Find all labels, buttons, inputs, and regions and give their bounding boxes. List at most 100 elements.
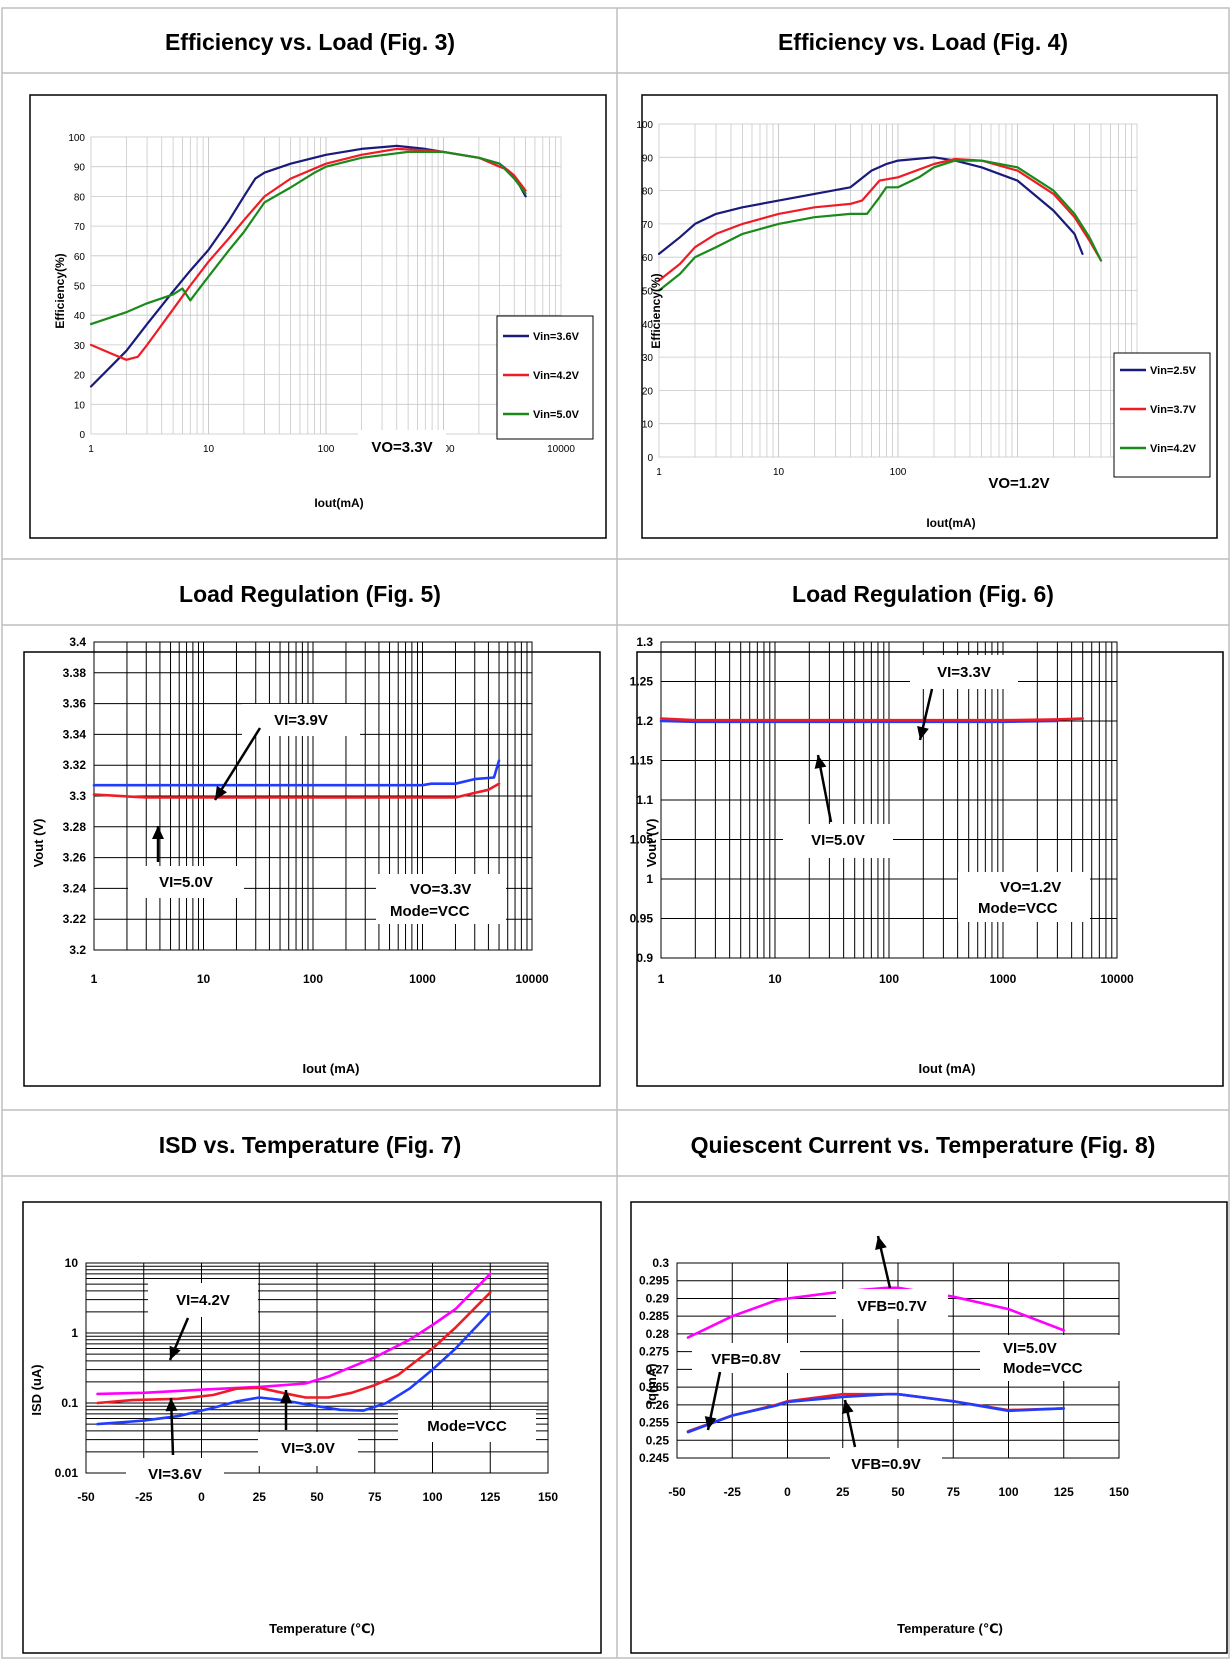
series-line-1 — [659, 719, 1059, 724]
y-tick-label: 0.245 — [639, 1451, 669, 1465]
x-tick-label: 100 — [318, 444, 335, 455]
x-tick-label: 1000 — [409, 972, 436, 986]
arrowhead — [841, 1400, 854, 1414]
fig7-title: ISD vs. Temperature (Fig. 7) — [159, 1132, 461, 1158]
label-box — [128, 866, 244, 898]
series-line-2 — [659, 717, 1084, 722]
x-tick-label: 1000 — [990, 972, 1017, 986]
legend-entry: Vin=4.2V — [533, 370, 580, 382]
chart-annotation: VO=1.2V — [1000, 879, 1061, 896]
x-tick-label: 1 — [658, 972, 665, 986]
label-box — [398, 1410, 536, 1442]
y-tick-label: 50 — [74, 282, 86, 293]
y-tick-label: 10 — [642, 420, 654, 431]
y-tick-label: 60 — [74, 252, 86, 263]
y-tick-label: 70 — [642, 220, 654, 231]
series-line-2 — [92, 782, 501, 799]
chart-annotation: VI=5.0V — [159, 874, 213, 891]
y-tick-label: 3.36 — [63, 697, 87, 711]
y-tick-label: 0.95 — [630, 912, 654, 926]
x-tick-label: 100 — [890, 467, 907, 478]
fig4-legend — [1113, 352, 1211, 478]
x-tick-label: 0 — [198, 1490, 205, 1504]
label-box — [148, 1283, 258, 1317]
chart-annotation: VI=5.0V — [1003, 1340, 1057, 1357]
x-tick-label: 50 — [310, 1490, 324, 1504]
label-box — [242, 704, 360, 736]
fig4-ylabel: Efficiency(%) — [649, 273, 663, 348]
y-tick-label: 3.24 — [63, 881, 87, 895]
series-line-1 — [92, 759, 501, 787]
y-tick-label: 40 — [74, 311, 86, 322]
series-line-3 — [686, 1392, 1066, 1434]
chart-annotation: Mode=VCC — [390, 903, 470, 920]
y-tick-label: 0.27 — [646, 1362, 670, 1376]
y-tick-label: 3.3 — [69, 789, 86, 803]
fig6-ylabel: Vout (V) — [644, 819, 659, 868]
series-line-3 — [657, 159, 1103, 292]
legend-entry: Vin=3.7V — [1150, 404, 1197, 416]
x-tick-label: -50 — [77, 1490, 95, 1504]
arrowhead — [215, 785, 227, 800]
x-tick-label: -25 — [724, 1485, 742, 1499]
legend-entry: Vin=2.5V — [1150, 365, 1197, 377]
y-tick-label: 30 — [74, 341, 86, 352]
y-tick-label: 1 — [71, 1326, 78, 1340]
y-tick-label: 0.26 — [646, 1398, 670, 1412]
x-tick-label: 25 — [836, 1485, 850, 1499]
arrowhead — [917, 726, 929, 740]
x-tick-label: 10000 — [1100, 972, 1134, 986]
y-tick-label: 1.15 — [630, 754, 654, 768]
y-tick-label: 0.28 — [646, 1327, 670, 1341]
y-tick-label: 0.1 — [61, 1396, 78, 1410]
y-tick-label: 3.34 — [63, 727, 87, 741]
x-tick-label: 0 — [784, 1485, 791, 1499]
y-tick-label: 30 — [642, 353, 654, 364]
chart-annotation: VI=3.9V — [274, 712, 328, 729]
arrowhead — [165, 1398, 178, 1412]
y-tick-label: 0.295 — [639, 1274, 669, 1288]
label-box — [376, 874, 506, 900]
y-tick-label: 60 — [642, 253, 654, 264]
y-tick-label: 40 — [642, 320, 654, 331]
y-tick-label: 90 — [642, 153, 654, 164]
arrowhead — [814, 755, 827, 769]
fig5-ylabel: Vout (V) — [31, 819, 46, 868]
label-box — [692, 1343, 800, 1373]
chart-annotation: VI=5.0V — [811, 832, 865, 849]
y-tick-label: 0.3 — [652, 1256, 669, 1270]
chart-annotation: VI=3.3V — [937, 664, 991, 681]
y-tick-label: 1.1 — [636, 793, 653, 807]
arrowhead — [875, 1236, 887, 1250]
label-box — [783, 824, 893, 858]
y-tick-label: 0.255 — [639, 1416, 669, 1430]
x-tick-label: 10000 — [547, 444, 575, 455]
y-tick-label: 80 — [74, 192, 86, 203]
chart-annotation: VFB=0.7V — [857, 1298, 927, 1315]
x-tick-label: 150 — [1109, 1485, 1129, 1499]
y-tick-label: 100 — [636, 120, 653, 131]
x-tick-label: 10000 — [515, 972, 549, 986]
y-tick-label: 50 — [642, 287, 654, 298]
label-box — [126, 1458, 224, 1492]
x-tick-label: 100 — [303, 972, 323, 986]
x-tick-label: 50 — [891, 1485, 905, 1499]
legend-entry: Vin=3.6V — [533, 331, 580, 343]
y-tick-label: 3.2 — [69, 943, 86, 957]
fig6-frame — [636, 651, 1224, 1087]
table-frame — [1, 7, 1230, 1659]
fig8-chart: 0.245 0.25 0.255 0.26 0.265 0.27 0.275 0.28 0.28… — [639, 1235, 1129, 1636]
y-tick-label: 3.4 — [69, 635, 86, 649]
label-box — [910, 655, 1018, 689]
series-line-2 — [89, 147, 527, 361]
x-tick-label: 1 — [91, 972, 98, 986]
chart-annotation: VI=3.6V — [148, 1466, 202, 1483]
y-tick-label: 90 — [74, 163, 86, 174]
legend-entry: Vin=4.2V — [1150, 443, 1197, 455]
legend-entry: Vin=5.0V — [533, 409, 580, 421]
y-tick-label: 10 — [65, 1256, 79, 1270]
x-tick-label: 150 — [538, 1490, 558, 1504]
label-box — [980, 1355, 1120, 1381]
label-box — [376, 898, 506, 924]
